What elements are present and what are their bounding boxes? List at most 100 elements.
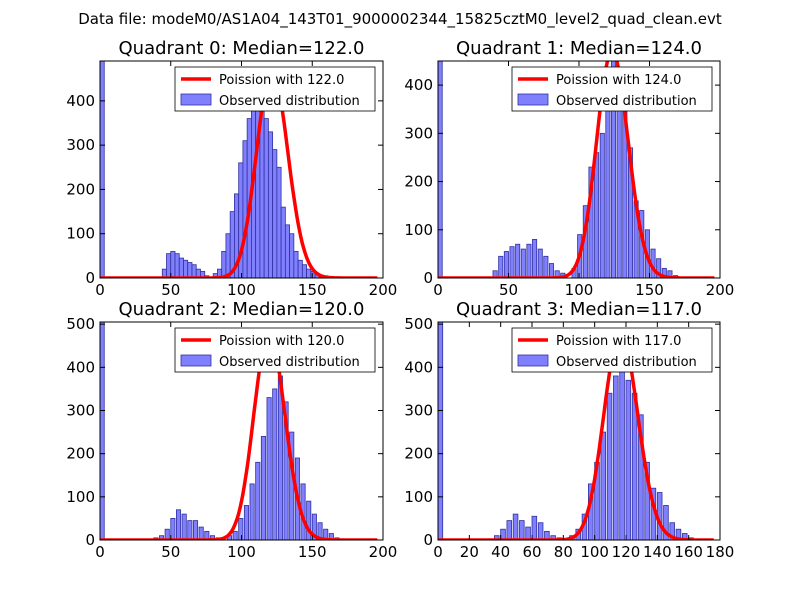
figure-title: Data file: modeM0/AS1A04_143T01_90000023… [78,10,722,29]
histogram-bar [297,259,303,278]
histogram-bar [243,505,249,540]
x-tick-label: 50 [161,281,180,299]
histogram-bar [656,258,662,278]
legend-label-observed: Observed distribution [219,94,360,109]
y-tick-label: 500 [66,315,95,333]
histogram-bar [178,257,184,278]
x-tick-label: 60 [522,543,541,561]
histogram-bar [306,268,312,278]
histogram-bar [506,520,513,540]
histogram-bar [519,520,525,540]
histogram-bar [525,526,531,540]
x-tick-label: 150 [635,281,664,299]
x-tick-label: 150 [298,543,327,561]
histogram-bar [174,253,180,278]
histogram-bar [263,118,269,278]
histogram-bar [638,414,644,540]
histogram-bar [289,233,295,278]
x-tick-label: 180 [706,543,735,561]
histogram-bar [619,366,625,540]
histogram-bar [616,94,622,278]
x-tick-label: 0 [95,281,105,299]
x-tick-label: 0 [95,543,105,561]
histogram-bar [191,264,197,278]
y-tick-label: 0 [423,269,433,287]
histogram-bar [260,435,266,540]
histogram-bar [225,233,231,278]
y-tick-label: 400 [66,358,95,376]
histogram-bar [500,528,506,540]
histogram-bar [537,522,544,540]
histogram-bar [644,461,650,540]
histogram-bar [200,270,206,278]
x-tick-label: 50 [499,281,518,299]
histogram-bar [323,528,329,540]
x-tick-label: 140 [643,543,672,561]
legend-bar-swatch [517,354,549,367]
legend-bar-swatch [180,354,212,367]
histogram-bar [526,243,532,278]
histogram-bar [249,483,255,540]
histogram-bar [198,526,204,540]
y-tick-label: 0 [423,531,433,549]
histogram-bar [170,251,176,278]
histogram-bar [192,520,199,540]
x-tick-label: 50 [161,543,180,561]
histogram-bar [100,61,105,278]
panel-quadrant-0: Quadrant 0: Median=122.0 0 50 100 150 200 0 100… [66,38,397,299]
histogram-bar [328,533,334,540]
histogram-bar [532,239,538,278]
panel-title: Quadrant 3: Median=117.0 [456,299,702,320]
histogram-bar [438,61,443,278]
histogram-bar [306,500,312,540]
plot-frame [437,321,721,541]
histogram-bar [512,513,519,540]
y-tick-label: 200 [404,173,433,191]
legend: Poission with 120.0 Observed distribution [174,327,376,373]
x-tick-label: 100 [565,281,594,299]
panel-title: Quadrant 1: Median=124.0 [456,38,702,59]
y-tick-label: 100 [66,225,95,243]
x-tick-label: 20 [460,543,479,561]
histogram-bar [280,206,286,278]
x-tick-label: 160 [674,543,703,561]
histogram-bar [600,431,607,540]
histogram-bar [515,243,521,278]
histogram-bar [594,152,600,278]
panel-quadrant-1: Quadrant 1: Median=124.0 0 50 100 150 200 0 100… [404,38,734,299]
x-tick-label: 0 [433,281,443,299]
legend-label-poisson: Poission with 120.0 [219,334,344,349]
histogram-bar [181,513,187,540]
histogram-bar [176,509,182,540]
y-tick-label: 300 [404,401,433,419]
histogram-bar [599,132,605,278]
histogram-bar [682,533,688,540]
histogram-bar [438,322,444,540]
histogram-bar [613,375,619,540]
y-tick-label: 200 [66,445,95,463]
x-tick-label: 100 [227,281,256,299]
x-tick-label: 200 [706,281,735,299]
histogram-bar [187,262,193,278]
histogram-bar [238,518,244,540]
histogram-bar [221,251,227,278]
histogram-bar [675,528,682,540]
y-tick-label: 400 [404,358,433,376]
y-tick-label: 300 [66,401,95,419]
panel-title: Quadrant 0: Median=122.0 [119,38,365,59]
histogram-bar [606,392,613,540]
histogram-bar [272,149,278,278]
histogram-bar [498,255,504,278]
histogram-bar [166,253,172,278]
legend-label-observed: Observed distribution [219,355,360,370]
histogram-bar [503,251,509,278]
histogram-bar [605,89,611,278]
x-tick-label: 80 [554,543,573,561]
y-tick-label: 500 [404,315,433,333]
x-tick-label: 40 [491,543,510,561]
y-tick-label: 400 [404,76,433,94]
histogram-bar [276,166,282,278]
histogram-bar [537,248,543,278]
legend-label-poisson: Poission with 117.0 [556,334,681,349]
